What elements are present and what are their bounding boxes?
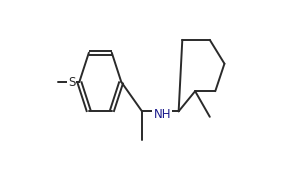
Text: NH: NH bbox=[153, 108, 171, 121]
Text: S: S bbox=[68, 76, 75, 89]
